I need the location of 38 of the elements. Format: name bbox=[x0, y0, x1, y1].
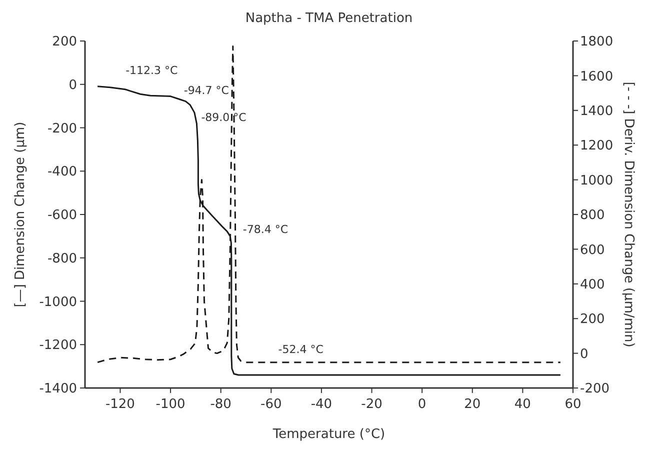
y2-tick-label: 0 bbox=[580, 346, 588, 362]
y-tick-label: -600 bbox=[47, 208, 77, 224]
y2-tick-label: 1800 bbox=[580, 34, 614, 50]
x-tick-label: 0 bbox=[418, 397, 426, 412]
y-axis-title: [—] Dimension Change (µm) bbox=[13, 122, 28, 308]
y2-tick-label: 1200 bbox=[580, 138, 614, 154]
x-tick-label: 20 bbox=[464, 397, 481, 412]
y2-tick-label: 600 bbox=[580, 242, 605, 258]
x-tick-label: -100 bbox=[156, 397, 186, 412]
y2-tick-label: 400 bbox=[580, 277, 605, 292]
y-tick-label: -1200 bbox=[39, 338, 77, 354]
chart-title: Naptha - TMA Penetration bbox=[245, 11, 413, 26]
x-tick-label: -80 bbox=[210, 397, 232, 412]
annotation: -94.7 °C bbox=[184, 84, 230, 97]
y-tick-label: -1400 bbox=[39, 382, 77, 397]
x-tick-label: -40 bbox=[310, 397, 332, 412]
x-tick-label: -120 bbox=[105, 397, 135, 412]
annotation: -52.4 °C bbox=[278, 342, 324, 356]
x-tick-label: -60 bbox=[260, 397, 282, 412]
y2-axis-title: [- - -] Deriv. Dimension Change (µm/min) bbox=[621, 82, 636, 348]
x-tick-label: -20 bbox=[361, 397, 382, 412]
y-tick-label: -200 bbox=[47, 121, 77, 136]
y-tick-label: 200 bbox=[52, 34, 77, 50]
y2-tick-label: 1400 bbox=[580, 104, 614, 119]
y-tick-label: -800 bbox=[47, 251, 77, 266]
y2-tick-label: 1600 bbox=[580, 69, 614, 84]
y-tick-label: -400 bbox=[47, 164, 77, 180]
y-tick-label: -1000 bbox=[39, 294, 77, 310]
x-tick-label: 60 bbox=[564, 397, 582, 412]
y2-tick-label: 1000 bbox=[580, 173, 614, 188]
y-tick-label: 0 bbox=[68, 78, 77, 93]
y2-tick-label: -200 bbox=[580, 382, 610, 397]
x-axis-title: Temperature (°C) bbox=[272, 427, 386, 442]
annotation: -112.3 °C bbox=[126, 64, 178, 78]
x-tick-label: 40 bbox=[514, 397, 531, 412]
annotation: -78.4 °C bbox=[242, 223, 288, 236]
y2-tick-label: 200 bbox=[580, 312, 605, 328]
y2-tick-label: 800 bbox=[580, 208, 605, 224]
